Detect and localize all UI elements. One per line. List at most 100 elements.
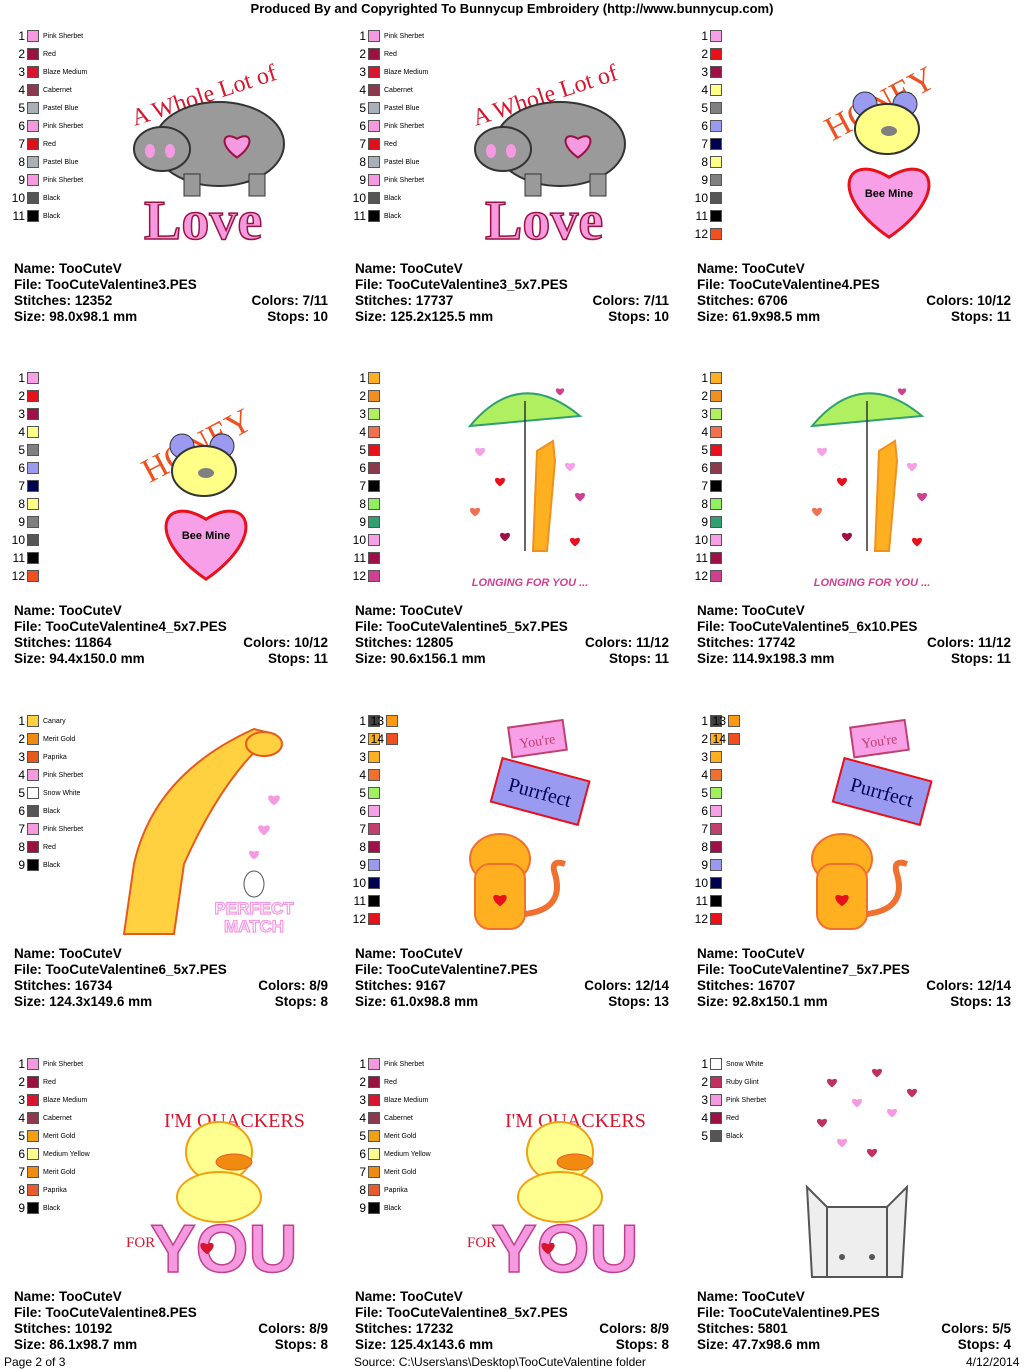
swatch-thread-name: Pink Sherbet <box>384 176 425 184</box>
color-swatch-row: 7 <box>694 477 722 495</box>
design-info: Name: TooCuteV File: TooCuteValentine5_5… <box>355 603 669 667</box>
swatch-thread-name: Ruby Glint <box>726 1078 759 1086</box>
swatch-thread-name: Cabernet <box>43 86 72 94</box>
art-text-top: I'M QUACKERS <box>505 1110 646 1132</box>
swatch-number: 2 <box>359 47 366 61</box>
design-card: 1 Pink Sherbet 2 Red 3 Blaze Medium 4 Cabernet 5… <box>14 1055 344 1370</box>
swatch-number: 1 <box>359 714 366 728</box>
color-swatch-row: 1 <box>694 712 722 730</box>
swatch-number: 8 <box>359 497 366 511</box>
design-info: Name: TooCuteV File: TooCuteValentine8.P… <box>14 1289 328 1353</box>
design-size: Size: 125.4x143.6 mm <box>355 1337 494 1352</box>
design-info: Name: TooCuteV File: TooCuteValentine8_5… <box>355 1289 669 1353</box>
swatch-thread-name: Black <box>384 194 402 202</box>
swatch-color-box <box>710 1112 722 1124</box>
color-swatch-row: 9 <box>11 513 39 531</box>
swatch-thread-name: Merit Gold <box>384 1168 417 1176</box>
color-swatch-row: 10 <box>694 189 722 207</box>
swatch-thread-name: Pink Sherbet <box>43 122 84 130</box>
design-card: 1 Pink Sherbet 2 Red 3 Blaze Medium 4 Cabernet 5… <box>11 27 344 357</box>
color-swatch-row: 6 <box>694 802 722 820</box>
swatch-color-box <box>368 552 380 564</box>
footer-date: 4/12/2014 <box>966 1355 1020 1369</box>
color-swatch-row: 9 Black <box>11 1199 60 1217</box>
design-stitches: Stitches: 9167 <box>355 978 446 993</box>
color-swatch-row: 8 <box>352 838 380 856</box>
color-swatch-row: 9 <box>694 171 722 189</box>
design-colors: Colors: 8/9 <box>599 1321 669 1336</box>
color-swatch-row: 7 <box>352 820 380 838</box>
swatch-color-box <box>710 156 722 168</box>
color-swatch-row: 14 <box>370 730 398 748</box>
swatch-thread-name: Merit Gold <box>43 1132 76 1140</box>
swatch-number: 3 <box>18 750 25 764</box>
design-file: File: TooCuteValentine7_5x7.PES <box>697 962 910 977</box>
swatch-color-box <box>368 751 380 763</box>
color-swatch-row: 11 Black <box>11 207 61 225</box>
design-stops: Stops: 10 <box>267 309 328 324</box>
swatch-thread-name: Cabernet <box>384 86 413 94</box>
design-info: Name: TooCuteV File: TooCuteValentine4_5… <box>14 603 328 667</box>
swatch-color-box <box>27 480 39 492</box>
swatch-color-box <box>728 715 740 727</box>
color-swatch-row: 4 <box>694 81 722 99</box>
color-swatch-row: 3 Paprika <box>11 748 66 766</box>
swatch-color-box <box>710 895 722 907</box>
color-swatch-row: 4 Cabernet <box>352 81 413 99</box>
art-text-top: You're <box>861 732 899 752</box>
swatch-color-box <box>27 1094 39 1106</box>
design-preview-hippo: A Whole Lot of Love <box>114 29 314 253</box>
color-swatch-row: 12 <box>11 567 39 585</box>
color-swatch-row: 3 Blaze Medium <box>11 1091 87 1109</box>
color-swatch-row: 8 <box>352 495 380 513</box>
swatch-thread-name: Pink Sherbet <box>384 32 425 40</box>
swatch-color-box <box>27 84 39 96</box>
design-name: Name: TooCuteV <box>355 603 463 618</box>
swatch-thread-name: Medium Yellow <box>384 1150 431 1158</box>
color-swatch-row: 5 <box>352 784 380 802</box>
swatch-color-box <box>710 66 722 78</box>
swatch-number: 8 <box>359 840 366 854</box>
design-name: Name: TooCuteV <box>14 946 122 961</box>
swatch-color-box <box>27 120 39 132</box>
design-info: Name: TooCuteV File: TooCuteValentine3.P… <box>14 261 328 325</box>
color-swatch-row: 5 <box>694 784 722 802</box>
color-swatch-row: 11 <box>694 549 722 567</box>
color-swatch-row: 7 <box>694 820 722 838</box>
swatch-number: 6 <box>359 1147 366 1161</box>
swatch-color-box <box>27 534 39 546</box>
swatch-number: 11 <box>353 894 366 908</box>
color-swatch-row: 8 <box>694 838 722 856</box>
swatch-thread-name: Snow White <box>43 789 81 797</box>
swatch-color-box <box>27 805 39 817</box>
swatch-number: 6 <box>18 119 25 133</box>
color-swatch-row: 1 <box>694 27 722 45</box>
color-swatch-row: 11 <box>11 549 39 567</box>
color-swatch-row: 3 <box>694 405 722 423</box>
swatch-number: 6 <box>701 461 708 475</box>
design-stops: Stops: 8 <box>274 1337 328 1352</box>
swatch-number: 11 <box>695 209 708 223</box>
swatch-number: 8 <box>18 1183 25 1197</box>
swatch-color-box <box>710 30 722 42</box>
design-name: Name: TooCuteV <box>355 946 463 961</box>
design-stitches: Stitches: 17737 <box>355 293 454 308</box>
swatch-thread-name: Red <box>43 843 56 851</box>
swatch-number: 11 <box>695 894 708 908</box>
swatch-number: 3 <box>701 65 708 79</box>
swatch-color-box <box>368 102 380 114</box>
design-file: File: TooCuteValentine6_5x7.PES <box>14 962 227 977</box>
swatch-number: 4 <box>359 768 366 782</box>
swatch-number: 2 <box>701 1075 708 1089</box>
swatch-number: 8 <box>18 497 25 511</box>
swatch-thread-name: Pastel Blue <box>43 104 79 112</box>
swatch-color-box <box>27 444 39 456</box>
swatch-number: 10 <box>352 533 366 547</box>
design-preview-duck: I'M QUACKERS FOR YOU <box>455 1057 655 1288</box>
swatch-thread-name: Cabernet <box>384 1114 413 1122</box>
swatch-color-box <box>27 66 39 78</box>
swatch-color-box <box>710 1058 722 1070</box>
color-swatch-row: 9 <box>694 513 722 531</box>
color-swatch-row: 10 Black <box>11 189 60 207</box>
swatch-number: 4 <box>359 425 366 439</box>
